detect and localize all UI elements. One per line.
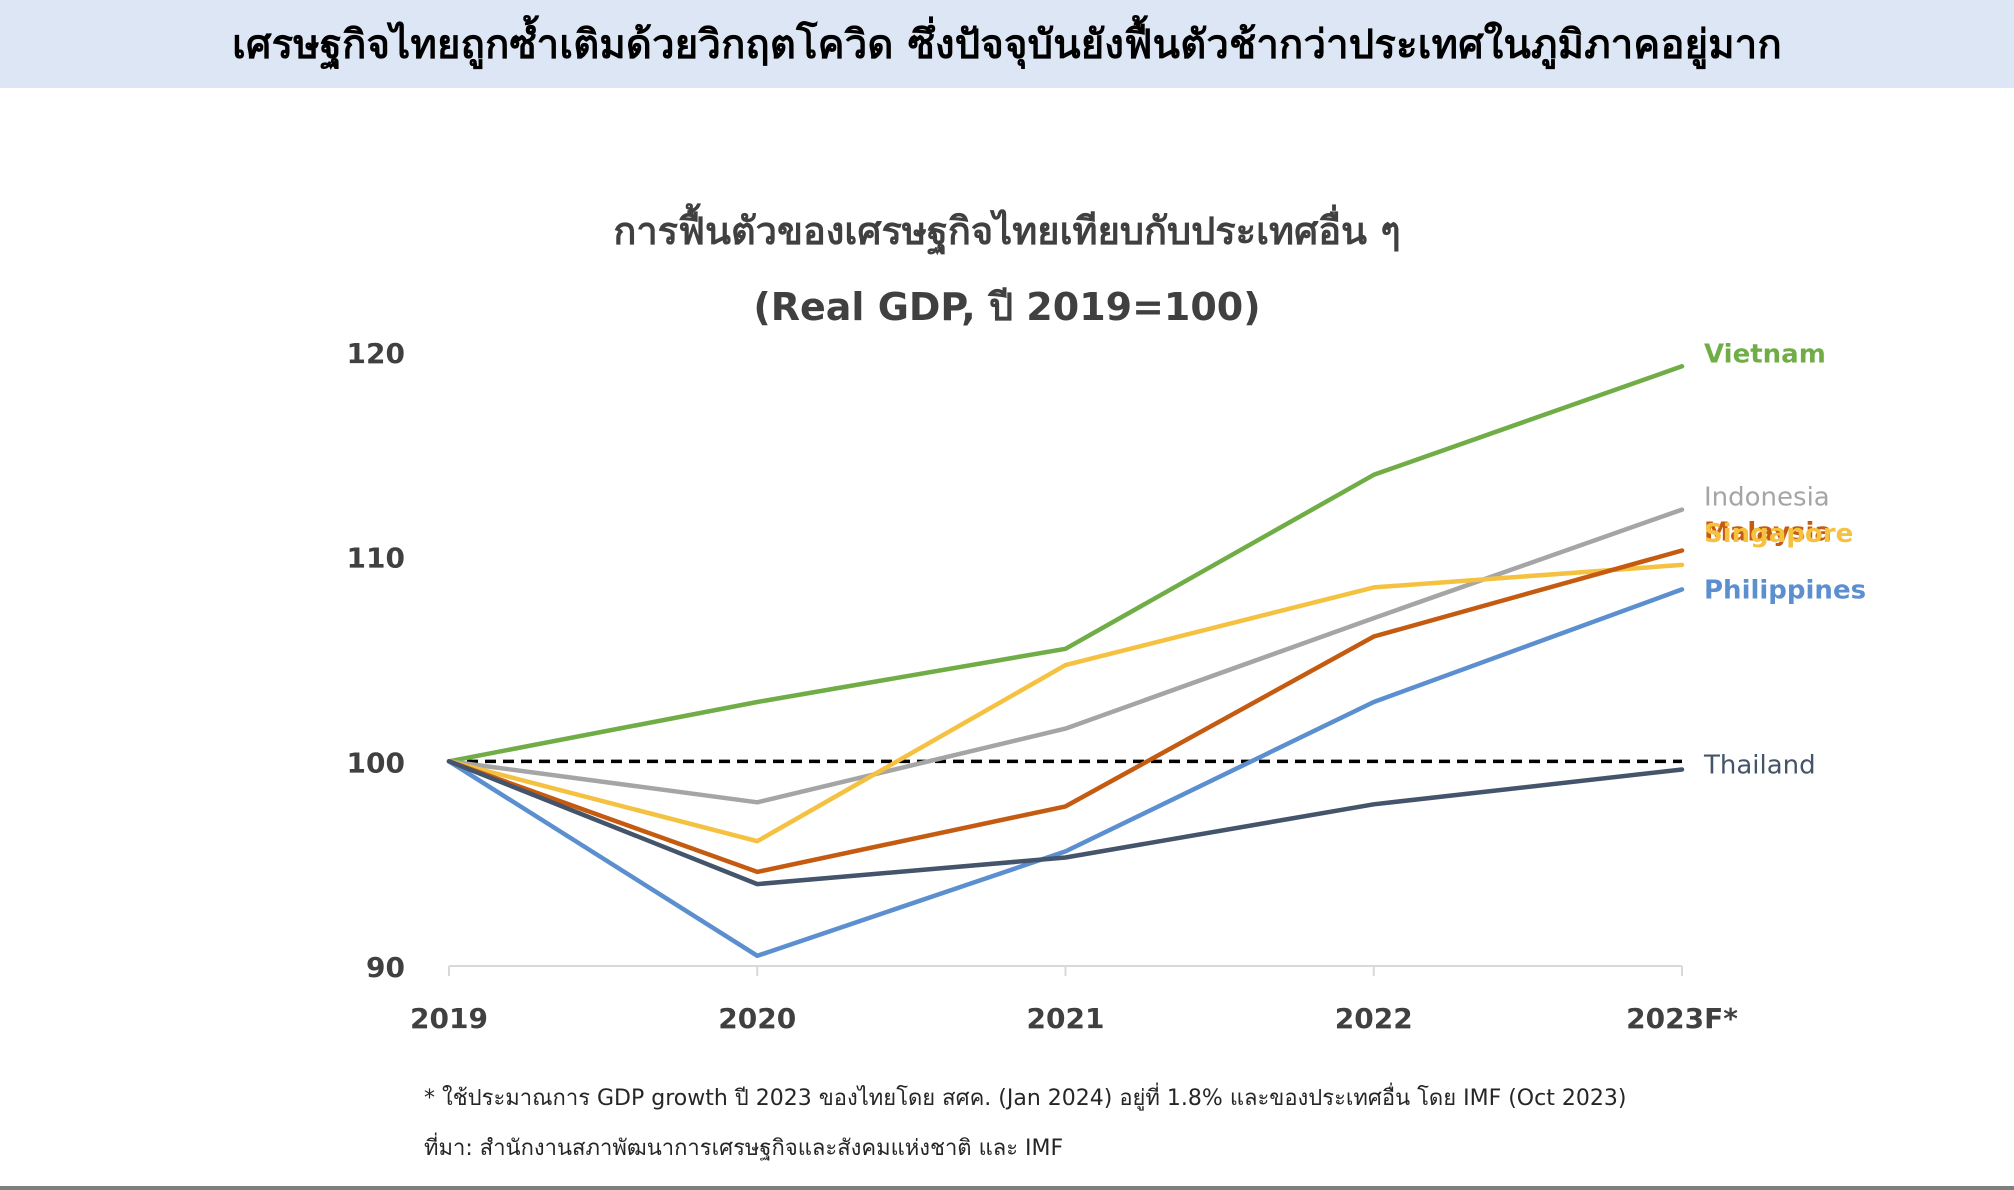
x-tick-label: 2019: [410, 1002, 488, 1035]
x-tick-label: 2021: [1027, 1002, 1105, 1035]
x-tick-label: 2022: [1335, 1002, 1413, 1035]
footnote-source: ที่มา: สำนักงานสภาพัฒนาการเศรษฐกิจและสัง…: [424, 1136, 1064, 1161]
footnote-forecast: * ใช้ประมาณการ GDP growth ปี 2023 ของไทย…: [424, 1086, 1627, 1111]
page-title: เศรษฐกิจไทยถูกซ้ำเติมด้วยวิกฤตโควิด ซึ่ง…: [232, 22, 1782, 68]
series-label-singapore: Singapore: [1704, 519, 1853, 549]
series-label-malaysia: Malaysia: [1704, 518, 1832, 548]
chart-title: การฟื้นตัวของเศรษฐกิจไทยเทียบกับประเทศอื…: [613, 209, 1401, 253]
series-line-vietnam: [446, 364, 1685, 764]
series-label-philippines: Philippines: [1704, 575, 1866, 605]
y-tick-label: 100: [347, 746, 405, 779]
series-line-philippines: [446, 587, 1685, 959]
header-banner: เศรษฐกิจไทยถูกซ้ำเติมด้วยวิกฤตโควิด ซึ่ง…: [0, 0, 2014, 88]
series-label-thailand: Thailand: [1703, 751, 1816, 781]
y-tick-label: 120: [347, 337, 405, 370]
chart-subtitle: (Real GDP, ปี 2019=100): [753, 285, 1261, 329]
series-line-thailand: [446, 759, 1685, 887]
chart-axes: 2019 2020 2021 2022 2023F* 90 100 110 120: [347, 337, 1739, 1035]
series-label-vietnam: Vietnam: [1704, 339, 1826, 369]
series-lines: [446, 364, 1685, 959]
series-line-singapore: [446, 562, 1685, 844]
series-label-indonesia: Indonesia: [1704, 483, 1830, 513]
x-tick-label: 2020: [718, 1002, 796, 1035]
bottom-divider: [0, 1186, 2014, 1190]
series-line-malaysia: [446, 548, 1685, 875]
y-tick-label: 110: [347, 542, 405, 575]
y-tick-label: 90: [366, 951, 405, 984]
x-tick-label: 2023F*: [1626, 1002, 1738, 1035]
